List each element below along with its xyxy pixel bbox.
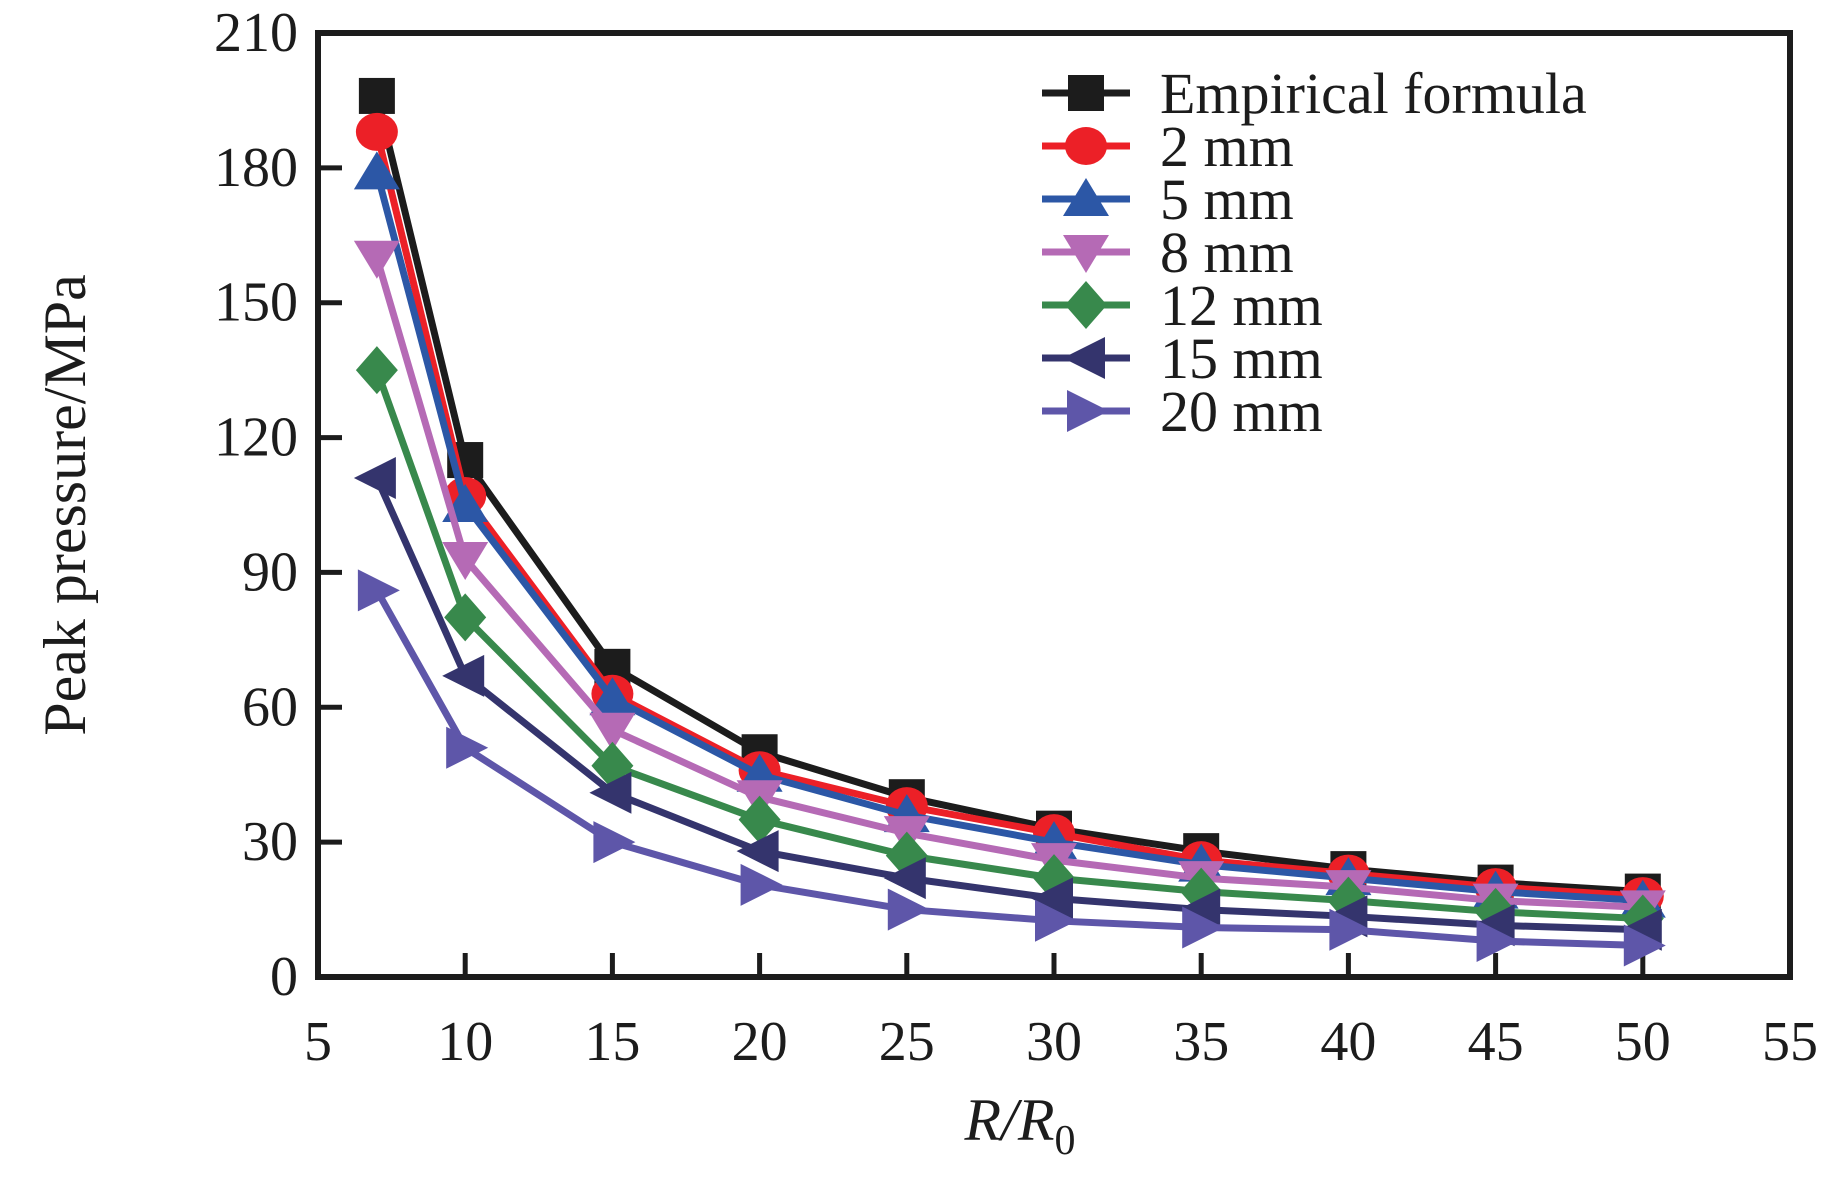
marker-triangle-down bbox=[589, 712, 636, 751]
series-line bbox=[373, 368, 1643, 923]
legend-entry: 12 mm bbox=[1042, 273, 1323, 338]
marker-triangle-left bbox=[589, 771, 632, 814]
legend-entry: 2 mm bbox=[1042, 114, 1294, 179]
marker-diamond bbox=[444, 593, 487, 642]
y-tick-label: 150 bbox=[214, 272, 298, 334]
marker-circle bbox=[355, 112, 398, 151]
legend-label: 15 mm bbox=[1160, 326, 1323, 391]
marker-triangle-down bbox=[353, 240, 400, 279]
marker-diamond bbox=[738, 795, 781, 844]
legend-label: 20 mm bbox=[1160, 379, 1323, 444]
y-tick-label: 180 bbox=[214, 137, 298, 199]
marker-triangle-down bbox=[1063, 235, 1109, 273]
series-line bbox=[373, 256, 1643, 911]
x-tick-label: 5 bbox=[304, 1011, 332, 1073]
series-line bbox=[373, 476, 1643, 934]
x-axis-title: R/R0 bbox=[964, 1087, 1076, 1164]
legend-entry: 5 mm bbox=[1042, 167, 1294, 232]
marker-triangle-up bbox=[589, 677, 636, 716]
y-tick-label: 30 bbox=[242, 811, 298, 873]
marker-triangle-right bbox=[1623, 924, 1666, 967]
y-axis-title: Peak pressure/MPa bbox=[32, 274, 98, 736]
marker-triangle-right bbox=[446, 726, 489, 769]
marker-triangle-left bbox=[1063, 337, 1105, 379]
x-axis-title-main: R/R bbox=[964, 1087, 1055, 1153]
legend-label: 12 mm bbox=[1160, 273, 1323, 338]
y-tick-label: 90 bbox=[242, 541, 298, 603]
x-tick-label: 15 bbox=[584, 1011, 640, 1073]
chart-dynamic-layer: 0 30 60 90 120 150 180 210 5 10 15 20 25 30 35 40 45 50 55… bbox=[214, 2, 1818, 1073]
x-tick-label: 35 bbox=[1173, 1011, 1229, 1073]
y-tick-label: 60 bbox=[242, 676, 298, 738]
marker-circle bbox=[1065, 127, 1107, 165]
marker-triangle-left bbox=[1178, 888, 1221, 931]
marker-square bbox=[1068, 75, 1104, 111]
legend-entry: 15 mm bbox=[1042, 326, 1323, 391]
marker-triangle-up bbox=[1063, 178, 1109, 216]
series-line bbox=[373, 95, 1644, 896]
legend-entry: 20 mm bbox=[1042, 379, 1323, 444]
marker-diamond bbox=[355, 346, 398, 395]
x-tick-label: 20 bbox=[732, 1011, 788, 1073]
marker-triangle-left bbox=[883, 857, 926, 900]
marker-triangle-right bbox=[1329, 908, 1372, 951]
legend-label: 2 mm bbox=[1160, 114, 1294, 179]
marker-triangle-down bbox=[442, 541, 489, 580]
marker-diamond bbox=[1065, 281, 1107, 329]
x-tick-label: 40 bbox=[1320, 1011, 1376, 1073]
x-tick-label: 30 bbox=[1026, 1011, 1082, 1073]
legend-label: 5 mm bbox=[1160, 167, 1294, 232]
marker-triangle-right bbox=[1182, 906, 1225, 949]
marker-triangle-left bbox=[1031, 877, 1073, 920]
series-line bbox=[373, 131, 1644, 900]
marker-triangle-up bbox=[353, 151, 400, 190]
series-20-mm bbox=[357, 569, 1666, 967]
legend-entry: Empirical formula bbox=[1042, 61, 1587, 126]
marker-triangle-left bbox=[353, 457, 396, 500]
y-tick-label: 0 bbox=[270, 946, 298, 1008]
series-empirical-formula bbox=[358, 77, 1661, 910]
legend-label: 8 mm bbox=[1160, 220, 1294, 285]
x-axis-title-sub: 0 bbox=[1054, 1118, 1075, 1164]
x-tick-label: 45 bbox=[1468, 1011, 1524, 1073]
marker-triangle-right bbox=[740, 863, 783, 906]
y-tick-label: 210 bbox=[214, 2, 298, 64]
marker-triangle-right bbox=[887, 888, 930, 931]
marker-triangle-right bbox=[1067, 390, 1109, 432]
marker-triangle-right bbox=[1476, 920, 1519, 963]
legend-label: Empirical formula bbox=[1160, 61, 1587, 126]
legend-entry: 8 mm bbox=[1042, 220, 1294, 285]
series-line bbox=[373, 588, 1643, 950]
marker-triangle-right bbox=[357, 569, 400, 612]
marker-triangle-left bbox=[736, 830, 779, 873]
series-line bbox=[373, 171, 1644, 905]
marker-triangle-right bbox=[593, 821, 636, 864]
marker-triangle-left bbox=[442, 654, 485, 697]
x-tick-label: 55 bbox=[1762, 1011, 1818, 1073]
x-tick-label: 50 bbox=[1615, 1011, 1671, 1073]
series-2-mm bbox=[355, 112, 1664, 916]
x-tick-label: 10 bbox=[437, 1011, 493, 1073]
marker-triangle-right bbox=[1035, 899, 1077, 942]
x-tick-label: 25 bbox=[879, 1011, 935, 1073]
y-tick-label: 120 bbox=[214, 407, 298, 469]
marker-square bbox=[358, 77, 395, 114]
